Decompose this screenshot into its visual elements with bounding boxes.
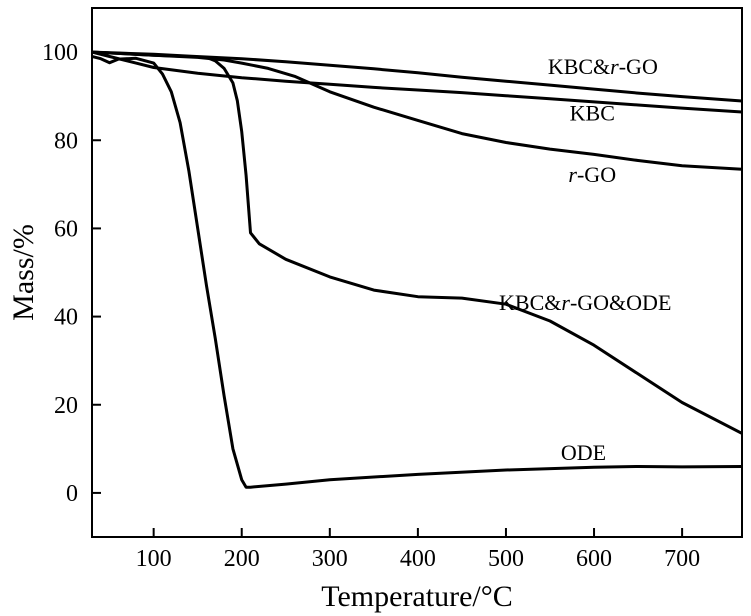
x-tick-label: 500 xyxy=(488,546,524,572)
y-tick-label: 20 xyxy=(54,393,78,419)
y-tick-label: 80 xyxy=(54,128,78,154)
series-label-kbc-r-go: KBC&r-GO xyxy=(548,54,658,79)
x-tick-label: 400 xyxy=(400,546,436,572)
y-tick-label: 40 xyxy=(54,305,78,331)
x-axis-title: Temperature/°C xyxy=(321,580,512,613)
series-label-kbc-r-go-ode: KBC&r-GO&ODE xyxy=(499,290,671,315)
plot-area xyxy=(91,7,743,538)
x-tick-label: 600 xyxy=(576,546,612,572)
x-tick-label: 700 xyxy=(664,546,700,572)
x-axis: 100 200 300 400 500 600 700 xyxy=(136,528,700,572)
series-line-kbc xyxy=(92,50,742,114)
series-line-kbc-r-go-ode xyxy=(92,50,742,435)
y-tick-label: 100 xyxy=(42,40,78,66)
plot-frame xyxy=(91,7,743,538)
series-labels: KBC&r-GO KBC r-GO KBC&r-GO&ODE ODE xyxy=(499,54,671,465)
series-label-ode: ODE xyxy=(561,440,606,465)
y-tick-label: 0 xyxy=(66,481,78,507)
y-axis-title: Mass/% xyxy=(7,224,40,321)
series-label-kbc: KBC xyxy=(570,100,615,125)
y-tick-label: 60 xyxy=(54,216,78,242)
x-tick-label: 300 xyxy=(312,546,348,572)
series-lines xyxy=(92,50,742,489)
series-line-ode xyxy=(92,55,742,489)
x-tick-label: 100 xyxy=(136,546,172,572)
x-tick-label: 200 xyxy=(224,546,260,572)
y-axis: 0 20 40 60 80 100 xyxy=(42,40,101,507)
series-label-r-go: r-GO xyxy=(568,162,616,187)
